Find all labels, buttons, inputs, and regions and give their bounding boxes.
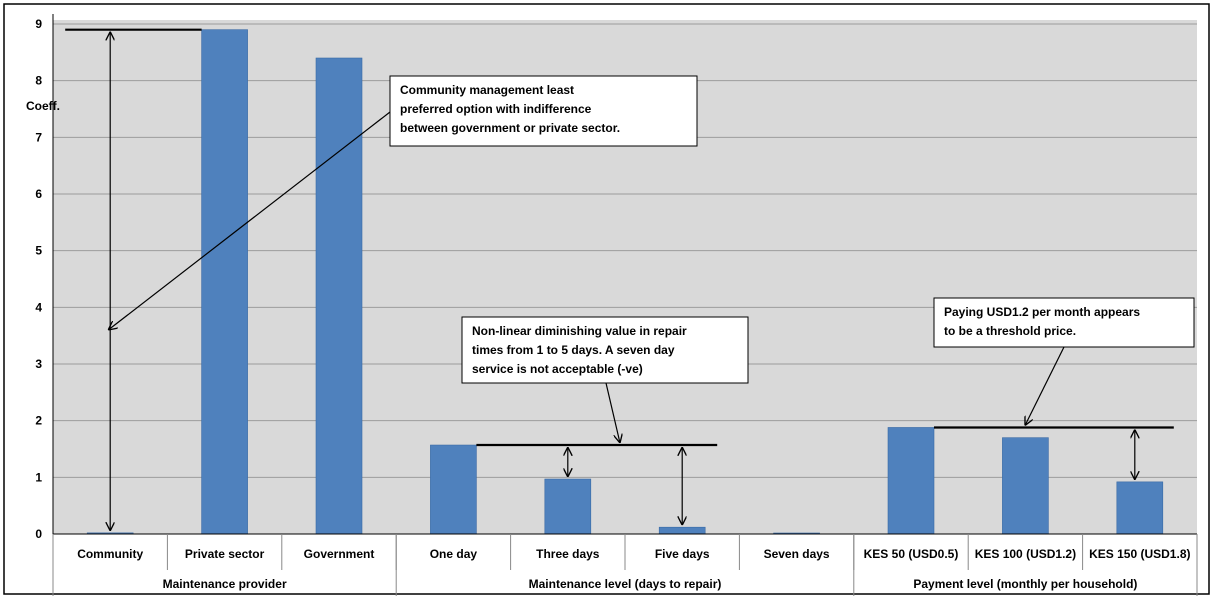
- annotation-text: service is not acceptable (-ve): [472, 362, 643, 376]
- category-label: Seven days: [764, 547, 830, 561]
- category-label: KES 100 (USD1.2): [975, 547, 1076, 561]
- y-tick-label: 1: [35, 470, 42, 484]
- group-label: Maintenance level (days to repair): [529, 577, 722, 591]
- annotation-text: Paying USD1.2 per month appears: [944, 305, 1140, 319]
- bar: [658, 526, 706, 535]
- axes: [52, 14, 1198, 596]
- annotation-box: [933, 297, 1195, 348]
- category-label: Government: [304, 547, 375, 561]
- annotation-text: Community management least: [400, 83, 574, 97]
- category-label: Three days: [536, 547, 600, 561]
- annotation-text: between government or private sector.: [400, 121, 620, 135]
- group-label: Payment level (monthly per household): [913, 577, 1137, 591]
- category-label: One day: [430, 547, 478, 561]
- bar: [430, 444, 477, 535]
- bar: [887, 427, 935, 535]
- bars: [86, 29, 1164, 535]
- annotation-pointer: [1025, 346, 1065, 425]
- annotation-pointer: [108, 111, 391, 330]
- y-tick-label: 9: [35, 17, 42, 31]
- annotation-text: Non-linear diminishing value in repair: [472, 324, 687, 338]
- group-label: Maintenance provider: [163, 577, 287, 591]
- category-label: Community: [77, 547, 143, 561]
- category-label: KES 50 (USD0.5): [864, 547, 959, 561]
- y-tick-label: 8: [35, 74, 42, 88]
- y-tick-label: 2: [35, 414, 42, 428]
- bar: [1002, 437, 1049, 535]
- category-label: Private sector: [185, 547, 265, 561]
- y-tick-label: 7: [35, 130, 42, 144]
- category-label: KES 150 (USD1.8): [1089, 547, 1190, 561]
- category-label: Five days: [655, 547, 710, 561]
- annotation-text: to be a threshold price.: [944, 324, 1076, 338]
- annotation-guides: [65, 28, 1174, 531]
- annotation-pointer: [605, 382, 620, 443]
- annotation-text: preferred option with indifference: [400, 102, 592, 116]
- y-tick-label: 5: [35, 244, 42, 258]
- bar: [1116, 481, 1164, 535]
- y-tick-label: 3: [35, 357, 42, 371]
- annotation-text: times from 1 to 5 days. A seven day: [472, 343, 675, 357]
- annotation-box: [389, 75, 698, 147]
- y-axis-label: Coeff.: [26, 99, 60, 113]
- annotations: Community management least preferred opti…: [389, 75, 1195, 384]
- y-tick-label: 4: [35, 300, 42, 314]
- y-tick-label: 0: [35, 527, 42, 541]
- category-labels: Community Private sector Government One day…: [77, 547, 1190, 561]
- bar: [315, 57, 363, 535]
- group-labels: Maintenance provider Maintenance level (d…: [163, 577, 1138, 591]
- bar: [544, 478, 592, 535]
- bar: [201, 29, 248, 535]
- y-tick-labels: 0 1 2 3 4 5 6 7 8 9: [35, 17, 42, 541]
- annotation-box: [461, 316, 749, 384]
- y-tick-label: 6: [35, 187, 42, 201]
